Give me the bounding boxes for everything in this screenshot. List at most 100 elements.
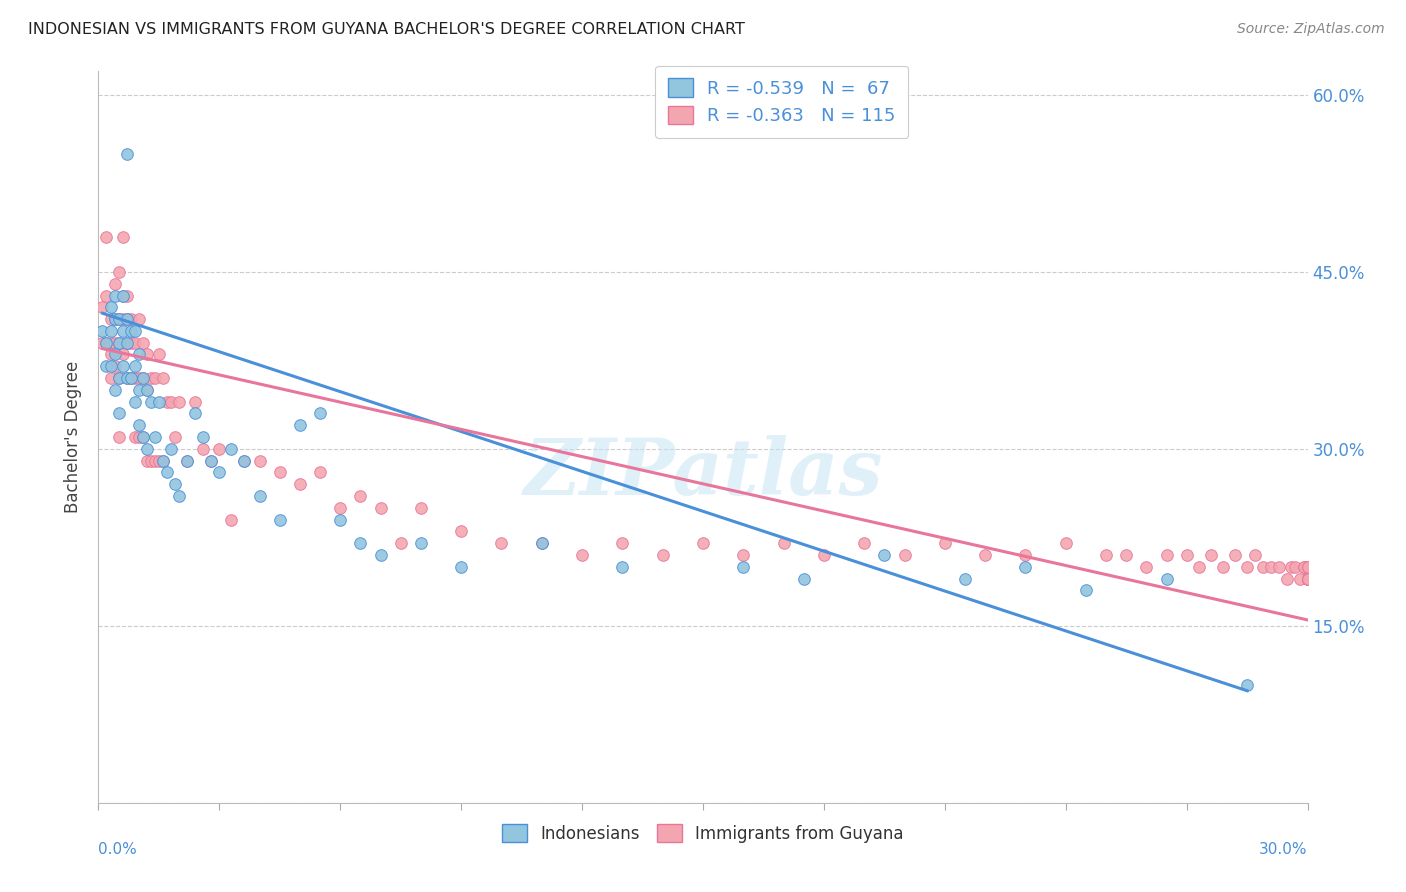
Point bbox=[1296, 572, 1319, 586]
Point bbox=[128, 430, 150, 444]
Point bbox=[450, 559, 472, 574]
Point bbox=[156, 394, 179, 409]
Point bbox=[111, 359, 134, 374]
Point bbox=[200, 453, 222, 467]
Point bbox=[143, 453, 166, 467]
Text: 0.0%: 0.0% bbox=[98, 842, 138, 856]
Point bbox=[934, 536, 956, 550]
Point bbox=[1014, 548, 1036, 562]
Point bbox=[115, 371, 138, 385]
Point bbox=[107, 335, 129, 350]
Point bbox=[184, 407, 207, 421]
Point bbox=[1135, 559, 1157, 574]
Point bbox=[111, 288, 134, 302]
Point bbox=[176, 453, 198, 467]
Point bbox=[1074, 583, 1097, 598]
Point bbox=[124, 430, 146, 444]
Point bbox=[1156, 548, 1178, 562]
Point bbox=[120, 371, 142, 385]
Point bbox=[107, 430, 129, 444]
Point bbox=[135, 347, 157, 361]
Text: INDONESIAN VS IMMIGRANTS FROM GUYANA BACHELOR'S DEGREE CORRELATION CHART: INDONESIAN VS IMMIGRANTS FROM GUYANA BAC… bbox=[28, 22, 745, 37]
Point bbox=[1296, 572, 1319, 586]
Point bbox=[1244, 548, 1267, 562]
Point bbox=[100, 359, 122, 374]
Point bbox=[288, 477, 311, 491]
Point bbox=[1260, 559, 1282, 574]
Point bbox=[135, 442, 157, 456]
Text: Source: ZipAtlas.com: Source: ZipAtlas.com bbox=[1237, 22, 1385, 37]
Point bbox=[100, 335, 122, 350]
Point bbox=[893, 548, 915, 562]
Point bbox=[309, 466, 332, 480]
Point bbox=[612, 559, 634, 574]
Point bbox=[692, 536, 714, 550]
Point bbox=[873, 548, 896, 562]
Point bbox=[107, 335, 129, 350]
Point bbox=[139, 394, 162, 409]
Point bbox=[651, 548, 673, 562]
Point bbox=[329, 500, 352, 515]
Point bbox=[176, 453, 198, 467]
Point bbox=[115, 312, 138, 326]
Point bbox=[221, 513, 243, 527]
Point bbox=[530, 536, 553, 550]
Point bbox=[148, 347, 170, 361]
Point bbox=[208, 466, 231, 480]
Point bbox=[120, 335, 142, 350]
Point bbox=[96, 229, 118, 244]
Point bbox=[115, 147, 138, 161]
Point bbox=[1188, 559, 1211, 574]
Point bbox=[120, 324, 142, 338]
Point bbox=[107, 312, 129, 326]
Point bbox=[124, 324, 146, 338]
Point bbox=[103, 312, 125, 326]
Point bbox=[612, 536, 634, 550]
Point bbox=[124, 335, 146, 350]
Point bbox=[184, 394, 207, 409]
Point bbox=[409, 500, 432, 515]
Point bbox=[389, 536, 412, 550]
Point bbox=[309, 407, 332, 421]
Point bbox=[193, 430, 215, 444]
Point bbox=[111, 324, 134, 338]
Point bbox=[143, 430, 166, 444]
Point bbox=[100, 324, 122, 338]
Y-axis label: Bachelor's Degree: Bachelor's Degree bbox=[65, 361, 83, 513]
Point bbox=[1292, 559, 1315, 574]
Point bbox=[232, 453, 254, 467]
Point bbox=[100, 347, 122, 361]
Point bbox=[193, 442, 215, 456]
Point bbox=[1284, 559, 1306, 574]
Point bbox=[491, 536, 513, 550]
Legend: Indonesians, Immigrants from Guyana: Indonesians, Immigrants from Guyana bbox=[496, 818, 910, 849]
Point bbox=[1014, 559, 1036, 574]
Point bbox=[128, 347, 150, 361]
Point bbox=[793, 572, 815, 586]
Point bbox=[221, 442, 243, 456]
Point bbox=[733, 548, 755, 562]
Point bbox=[232, 453, 254, 467]
Point bbox=[450, 524, 472, 539]
Point bbox=[107, 312, 129, 326]
Point bbox=[111, 288, 134, 302]
Point bbox=[115, 312, 138, 326]
Point bbox=[124, 394, 146, 409]
Point bbox=[974, 548, 997, 562]
Point bbox=[107, 265, 129, 279]
Point bbox=[288, 418, 311, 433]
Point bbox=[1095, 548, 1118, 562]
Point bbox=[269, 513, 291, 527]
Point bbox=[103, 312, 125, 326]
Point bbox=[249, 489, 271, 503]
Point bbox=[953, 572, 976, 586]
Point bbox=[132, 430, 155, 444]
Point bbox=[1296, 559, 1319, 574]
Point bbox=[208, 442, 231, 456]
Point bbox=[160, 394, 183, 409]
Point bbox=[269, 466, 291, 480]
Point bbox=[100, 371, 122, 385]
Point bbox=[103, 288, 125, 302]
Point bbox=[530, 536, 553, 550]
Point bbox=[91, 301, 114, 315]
